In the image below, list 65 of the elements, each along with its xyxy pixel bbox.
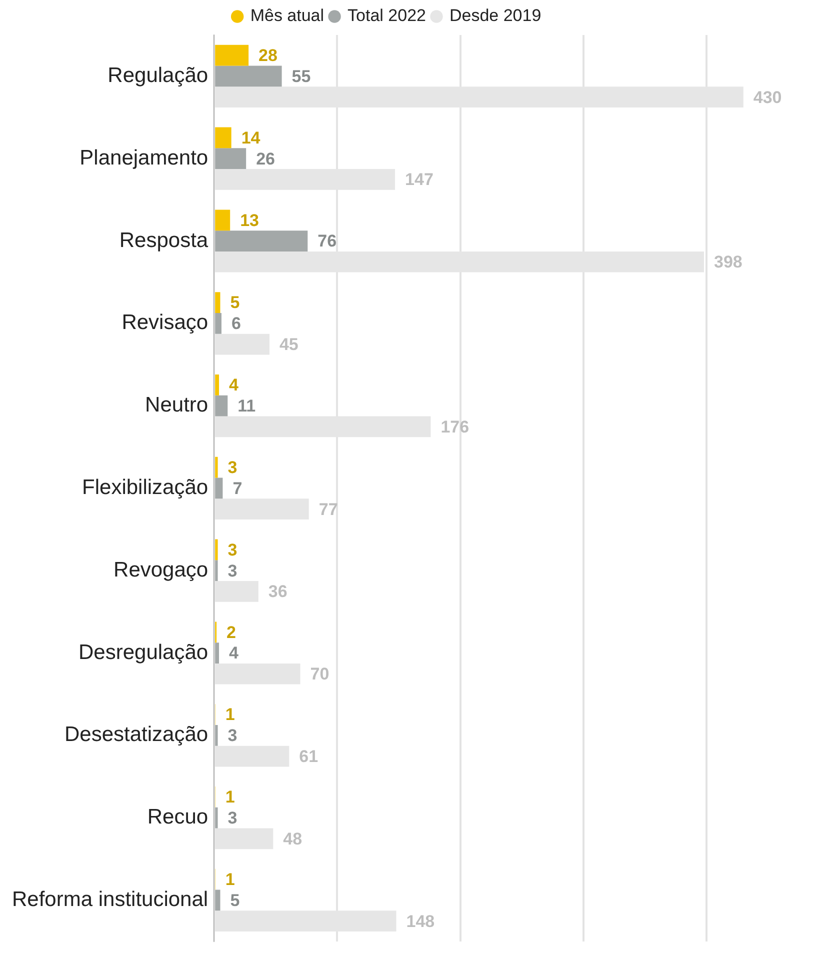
data-label: 76 [318,232,337,251]
data-label: 5 [230,293,240,312]
bar [215,642,220,664]
bar [215,890,220,911]
data-label: 3 [228,561,238,580]
data-label: 77 [318,500,338,519]
y-tick-label: Desregulação [78,640,208,664]
data-label: 6 [231,314,241,334]
data-label: 4 [229,376,240,395]
data-label: 13 [240,210,260,230]
bar [215,66,282,87]
bar [215,395,228,416]
y-tick-label: Revogaço [114,558,208,582]
data-label: 3 [228,540,238,560]
data-label: 2 [226,622,236,642]
data-label: 7 [232,478,242,498]
data-label: 5 [230,890,240,910]
data-label: 3 [228,808,238,828]
y-tick-label: Neutro [145,394,208,417]
y-tick-label: Reforma institucional [12,888,208,911]
y-tick-label: Revisaço [122,311,208,334]
data-label: 3 [228,458,238,478]
bar [215,312,222,334]
data-label: 1 [225,788,235,807]
legend-label: Mês atual [250,6,324,26]
data-label: 1 [225,705,235,724]
bar [215,230,308,252]
bar [215,456,218,478]
data-label: 14 [241,128,261,148]
bar [215,724,218,746]
data-label: 36 [268,582,288,602]
bar [215,127,232,148]
bar [215,292,220,313]
data-label: 55 [292,66,311,86]
data-label: 398 [714,252,742,272]
data-label: 3 [228,726,238,746]
bar [215,478,223,499]
bar [215,374,220,396]
y-tick-label: Planejamento [80,146,208,170]
legend-label: Desde 2019 [449,6,542,26]
legend-label: Total 2022 [348,6,426,26]
bar [215,148,246,170]
bar [215,539,218,560]
data-label: 148 [406,912,435,931]
data-label: 4 [229,644,240,663]
bar [215,44,249,66]
data-label: 28 [258,46,278,66]
bar [215,210,230,231]
y-tick-label: Resposta [119,228,208,252]
y-tick-label: Desestatização [64,723,208,746]
data-label: 26 [256,149,276,168]
data-label: 45 [279,334,298,354]
data-label: 48 [283,829,302,848]
data-label: 147 [405,170,434,190]
y-tick-label: Regulação [108,64,208,87]
y-tick-label: Recuo [147,806,208,829]
data-label: 61 [299,746,318,766]
data-label: 1 [225,870,235,890]
data-label: 11 [238,396,256,416]
data-label: 176 [440,417,470,436]
bar [215,560,218,582]
bar [215,807,218,828]
data-label: 70 [310,664,330,684]
data-label: 430 [753,88,782,107]
y-tick-label: Flexibilização [82,476,208,499]
